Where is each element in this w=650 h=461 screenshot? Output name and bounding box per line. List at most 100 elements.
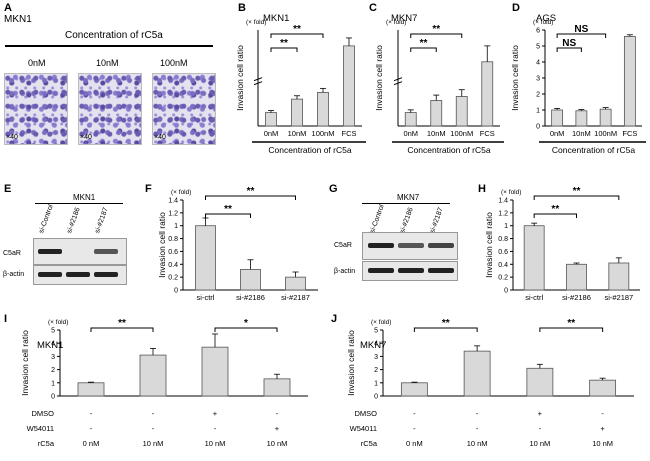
- chart-i-cell: 10 nM: [205, 439, 226, 448]
- chart-f-ytick-label: 0.4: [168, 262, 178, 269]
- chart-c-sig-bracket: [410, 33, 463, 38]
- chart-c-category-label: 0nM: [403, 129, 418, 138]
- chart-d-xlabel: Concentration of rC5a: [552, 145, 635, 155]
- panel-e-row-c5ar: C5aR: [3, 250, 21, 257]
- chart-j-cell: +: [600, 424, 605, 433]
- chart-i-cell: 0 nM: [83, 439, 100, 448]
- chart-j-cell: 10 nM: [529, 439, 550, 448]
- chart-c-sig-bracket: [410, 47, 437, 52]
- chart-i-title: MKN1: [37, 340, 63, 351]
- chart-i-ytick-label: 4: [51, 341, 55, 348]
- micrograph-10nM: [78, 73, 142, 145]
- chart-j-cell: -: [601, 409, 604, 418]
- micrograph-100nM: [152, 73, 216, 145]
- panel-g-band-c5ar-2: [428, 243, 454, 248]
- chart-d-category-label: FCS: [622, 129, 637, 138]
- chart-j-row-label: DMSO: [355, 409, 378, 418]
- panel-letter-e: E: [4, 183, 12, 195]
- chart-c-sig-label: **: [432, 24, 440, 35]
- chart-c-xlabel: Concentration of rC5a: [407, 145, 490, 155]
- chart-d-unit: (× fold): [533, 19, 553, 26]
- panel-g-band-c5ar-1: [398, 243, 424, 248]
- panel-letter-h: H: [478, 183, 486, 195]
- chart-b-unit: (× fold): [246, 19, 266, 26]
- panel-e-band-c5ar-0: [38, 249, 62, 254]
- chart-h-ytick-label: 0.4: [498, 262, 508, 269]
- chart-b-category-label: 10nM: [288, 129, 307, 138]
- chart-d-ytick-label: 1: [536, 108, 540, 115]
- chart-j-unit: (× fold): [371, 319, 391, 326]
- chart-i-cell: -: [152, 424, 155, 433]
- panel-e-row-actin: β-actin: [3, 271, 25, 278]
- chart-b-ylabel: Invasion cell ratio: [235, 45, 245, 111]
- panel-e-band-c5ar-2: [94, 249, 118, 254]
- chart-c-unit: (× fold): [386, 19, 406, 26]
- chart-j-title: MKN7: [360, 340, 386, 351]
- chart-i-cell: +: [275, 424, 280, 433]
- micrograph-0nM-mag: ×40: [6, 134, 18, 141]
- chart-h-ytick-label: 0.6: [498, 249, 508, 256]
- chart-b-sig-bracket: [270, 47, 298, 52]
- chart-f-ytick-label: 0.2: [168, 275, 178, 282]
- chart-j-cell: 10 nM: [592, 439, 613, 448]
- chart-h-category-label: si-ctrl: [525, 293, 543, 302]
- chart-f-unit: (× fold): [171, 189, 191, 196]
- chart-j-cell: -: [539, 424, 542, 433]
- chart-i-row-label: DMSO: [32, 409, 55, 418]
- chart-j-ylabel: Invasion cell ratio: [346, 330, 356, 396]
- chart-h-sig-bracket: [533, 195, 620, 200]
- chart-j-cell: 0 nM: [406, 439, 423, 448]
- chart-i-ytick-label: 5: [51, 328, 55, 335]
- chart-f-ytick-label: 1: [174, 223, 178, 230]
- chart-i-unit: (× fold): [48, 319, 68, 326]
- panel-letter-c: C: [369, 2, 377, 14]
- chart-f-ytick-label: 1.2: [168, 210, 178, 217]
- chart-i-cell: 10 nM: [143, 439, 164, 448]
- chart-f-sig-bracket: [205, 195, 296, 200]
- panel-a-cond-1: 10nM: [96, 58, 119, 68]
- chart-d-sig-bracket: [556, 47, 582, 52]
- chart-h-ytick-label: 1: [504, 223, 508, 230]
- chart-i-ylabel: Invasion cell ratio: [20, 330, 30, 396]
- chart-d-sig-label: NS: [574, 24, 588, 35]
- panel-e-cell-line: MKN1: [73, 193, 96, 202]
- chart-i-cell: +: [213, 409, 218, 418]
- chart-b-sig-label: **: [280, 38, 288, 49]
- chart-d-ytick-label: 6: [536, 28, 540, 35]
- chart-i-ytick-label: 2: [51, 367, 55, 374]
- chart-i-ytick-label: 0: [51, 394, 55, 401]
- chart-f-sig-label: **: [224, 204, 232, 215]
- micrograph-0nM: [4, 73, 68, 145]
- chart-i-sig-bracket: [214, 327, 278, 332]
- chart-h-category-label: si-#2186: [562, 293, 591, 302]
- chart-i-row-label: W54011: [27, 424, 54, 433]
- chart-c-title: MKN7: [391, 13, 417, 24]
- chart-b-title: MKN1: [263, 13, 289, 24]
- chart-b-category-label: 100nM: [312, 129, 335, 138]
- chart-i-ytick-label: 1: [51, 380, 55, 387]
- chart-f-ytick-label: 0.6: [168, 249, 178, 256]
- panel-g-header-line: [362, 203, 450, 204]
- chart-h-ylabel: Invasion cell ratio: [484, 212, 494, 278]
- chart-b-sig-bracket: [270, 33, 324, 38]
- chart-d-category-label: 0nM: [550, 129, 565, 138]
- panel-a-cond-2: 100nM: [160, 58, 188, 68]
- chart-j-ytick-label: 5: [374, 328, 378, 335]
- chart-j-cell: -: [476, 424, 479, 433]
- panel-letter-g: G: [329, 183, 338, 195]
- chart-d-ytick-label: 3: [536, 76, 540, 83]
- chart-d-category-label: 100nM: [594, 129, 617, 138]
- panel-letter-b: B: [238, 2, 246, 14]
- chart-c-ylabel: Invasion cell ratio: [374, 45, 384, 111]
- chart-c-category-label: 100nM: [450, 129, 473, 138]
- chart-h-ytick-label: 1.4: [498, 198, 508, 205]
- chart-d-ytick-label: 4: [536, 60, 540, 67]
- panel-g-band-actin-2: [428, 268, 454, 273]
- chart-j-row-label: rC5a: [361, 439, 378, 448]
- chart-b-xlabel: Concentration of rC5a: [268, 145, 351, 155]
